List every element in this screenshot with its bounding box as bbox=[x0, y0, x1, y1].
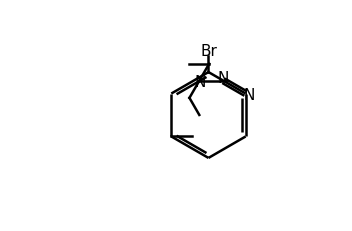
Text: Br: Br bbox=[200, 44, 217, 59]
Text: N: N bbox=[217, 71, 228, 86]
Text: N: N bbox=[195, 75, 206, 90]
Text: N: N bbox=[244, 88, 255, 103]
